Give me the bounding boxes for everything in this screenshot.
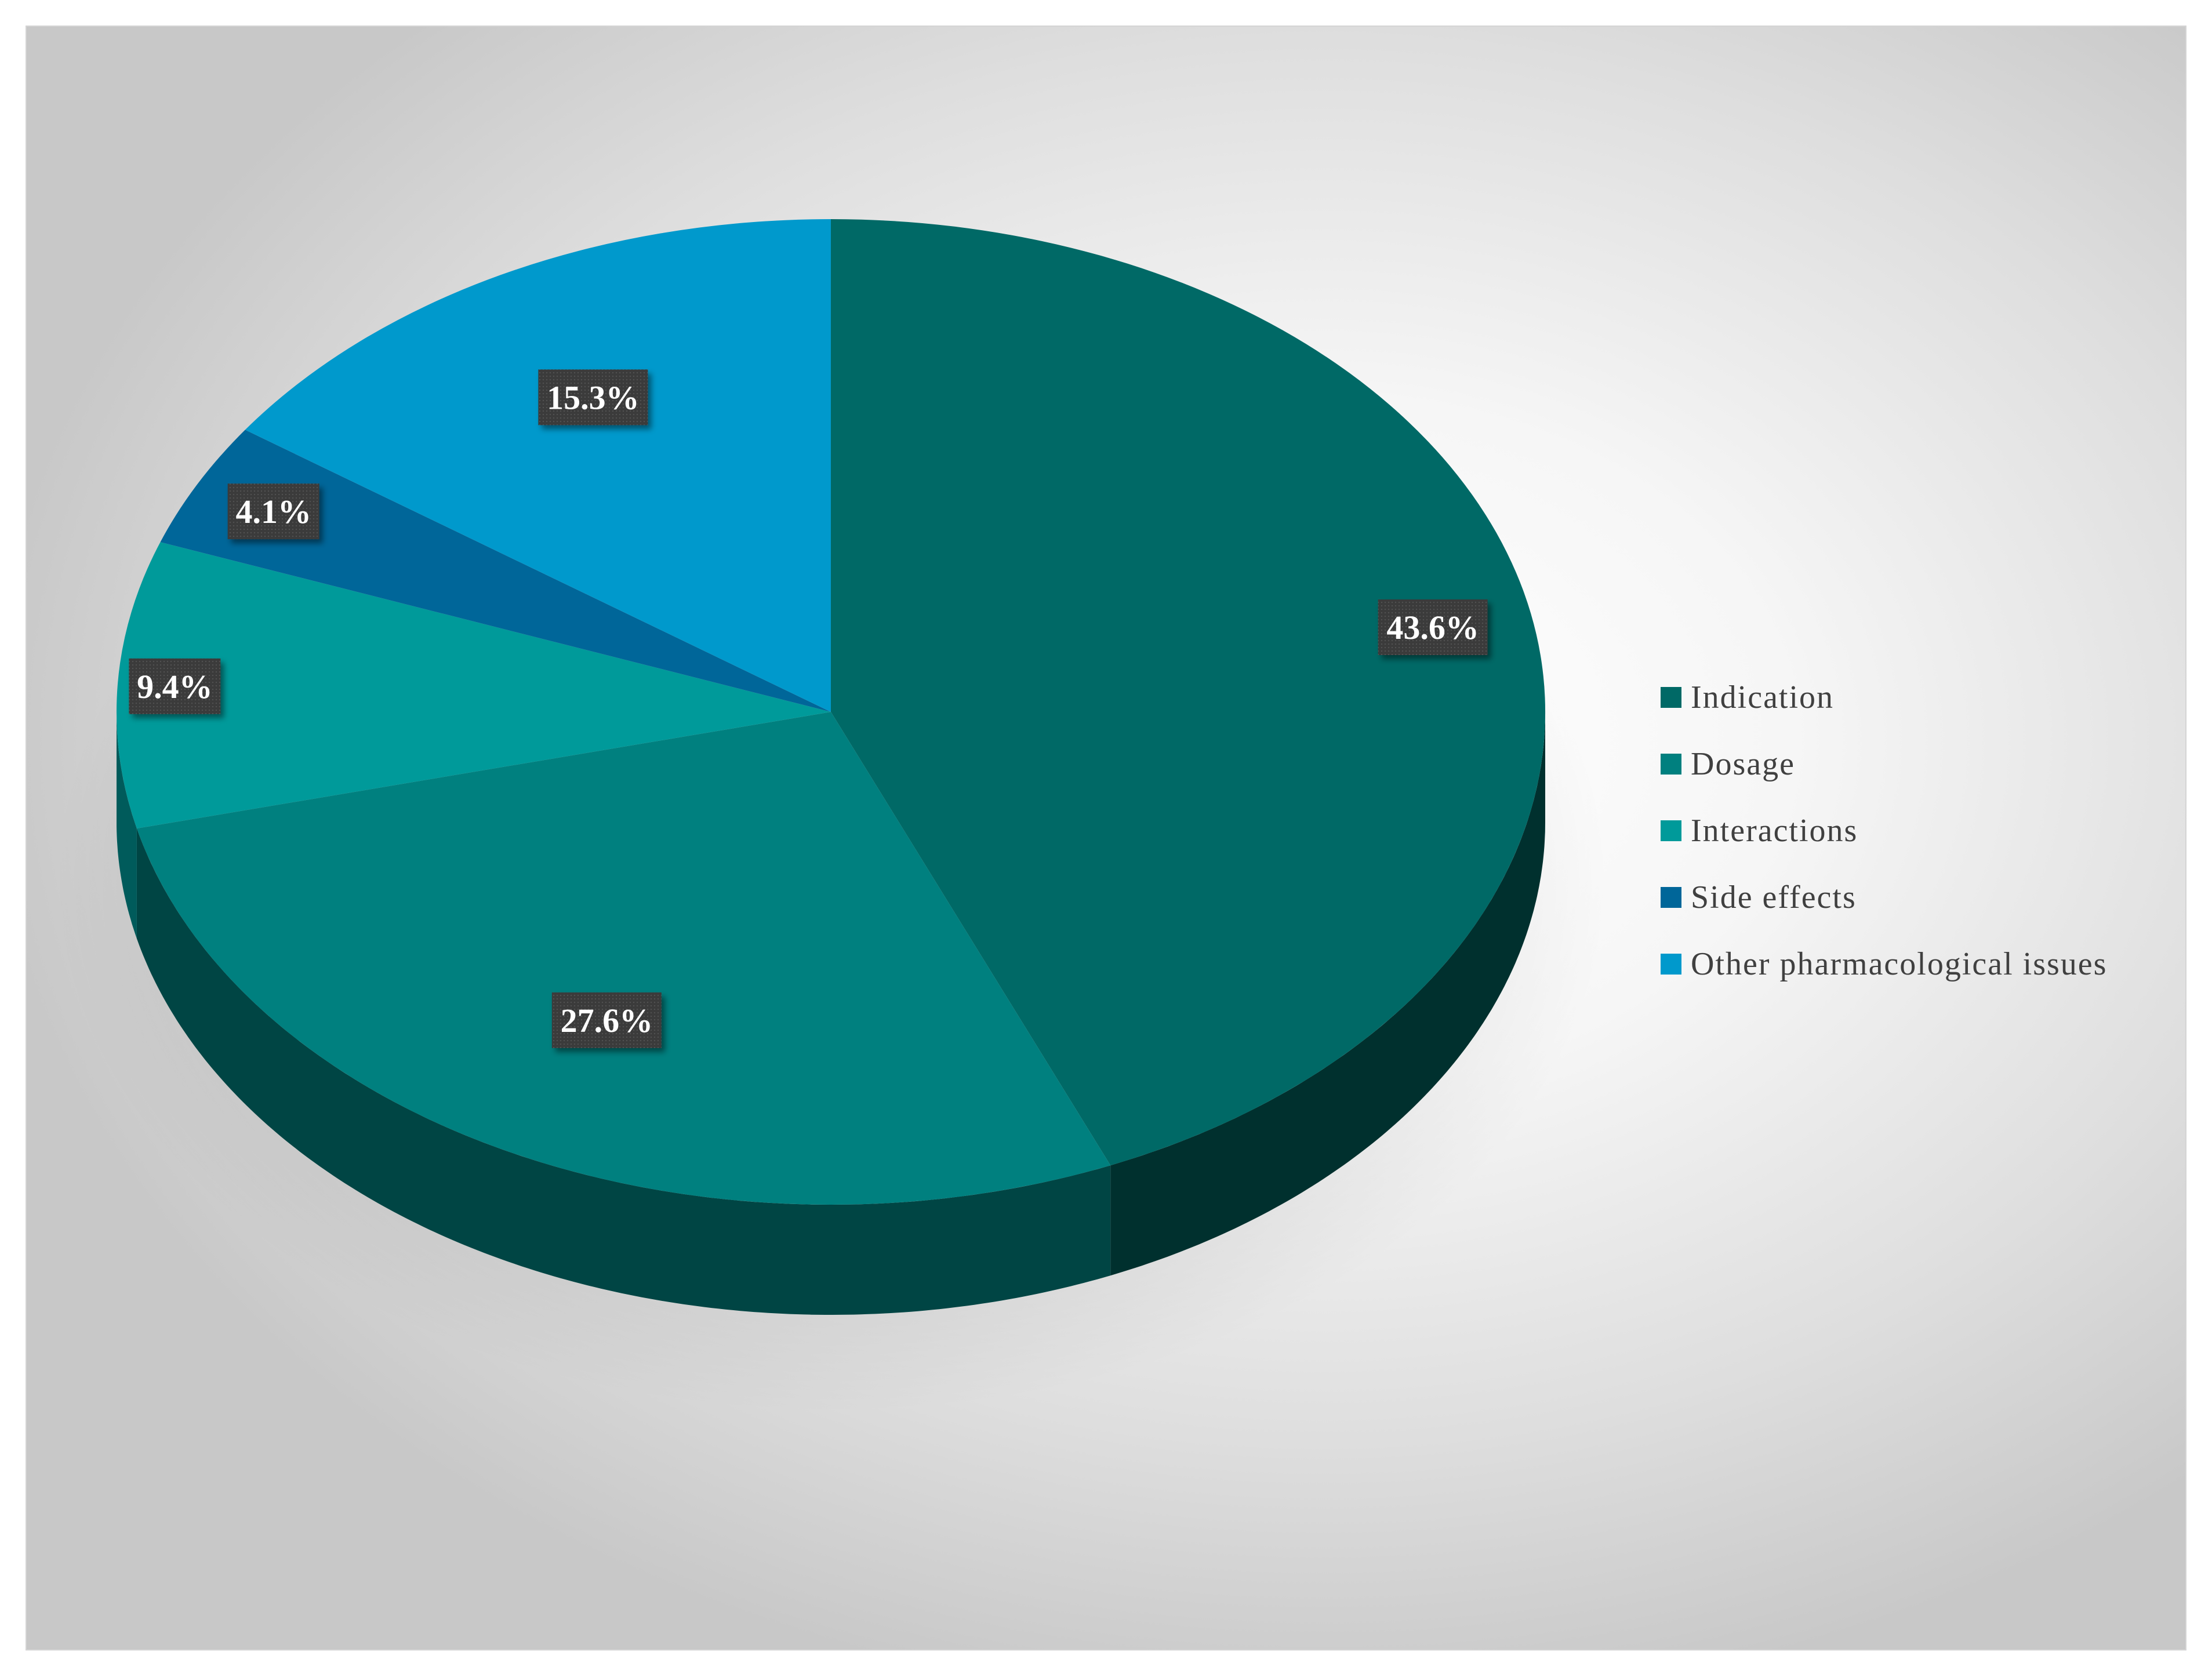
legend-label: Indication: [1691, 679, 1834, 715]
pie-slice-dosage: [136, 712, 1111, 1205]
data-label-interactions: 9.4%: [129, 658, 221, 714]
pie-slice-indication: [831, 219, 1546, 1166]
legend-label: Side effects: [1691, 879, 1857, 915]
legend-label: Dosage: [1691, 746, 1795, 782]
pie-slice-side-effects: [160, 430, 831, 712]
legend-item-dosage: Dosage: [1661, 746, 1795, 782]
pie-side-dosage: [136, 828, 1111, 1315]
legend-item-interactions: Interactions: [1661, 813, 1858, 849]
legend-item-other-pharmacological-issues: Other pharmacological issues: [1661, 946, 2107, 982]
legend-item-indication: Indication: [1661, 679, 1834, 715]
pie-side-indication: [1110, 712, 1545, 1276]
data-label-side-effects: 4.1%: [227, 483, 319, 540]
chart-frame: 43.6% 27.6% 9.4% 4.1% 15.3% Indication Dosage…: [26, 26, 2186, 1650]
data-label-indication: 43.6%: [1378, 599, 1488, 656]
svg-text:43.6%: 43.6%: [1386, 609, 1479, 646]
svg-text:15.3%: 15.3%: [547, 379, 640, 416]
pie-slice-other-pharmacological-issues: [245, 219, 831, 712]
data-label-other-pharmacological-issues: 15.3%: [538, 369, 648, 426]
legend-swatch: [1661, 820, 1681, 841]
legend-item-side-effects: Side effects: [1661, 879, 1857, 915]
pie-side-interactions: [117, 712, 137, 939]
pie-chart: 43.6% 27.6% 9.4% 4.1% 15.3% Indication Dosage…: [53, 219, 2107, 1413]
legend-swatch: [1661, 687, 1681, 708]
legend-swatch: [1661, 754, 1681, 775]
legend-label: Other pharmacological issues: [1691, 946, 2107, 982]
legend-swatch: [1661, 887, 1681, 908]
legend-label: Interactions: [1691, 813, 1858, 849]
svg-text:27.6%: 27.6%: [561, 1002, 653, 1039]
svg-text:9.4%: 9.4%: [137, 668, 213, 706]
pie-slice-interactions: [116, 542, 831, 828]
data-label-dosage: 27.6%: [551, 992, 662, 1048]
legend-swatch: [1661, 954, 1681, 975]
svg-text:4.1%: 4.1%: [235, 493, 311, 530]
